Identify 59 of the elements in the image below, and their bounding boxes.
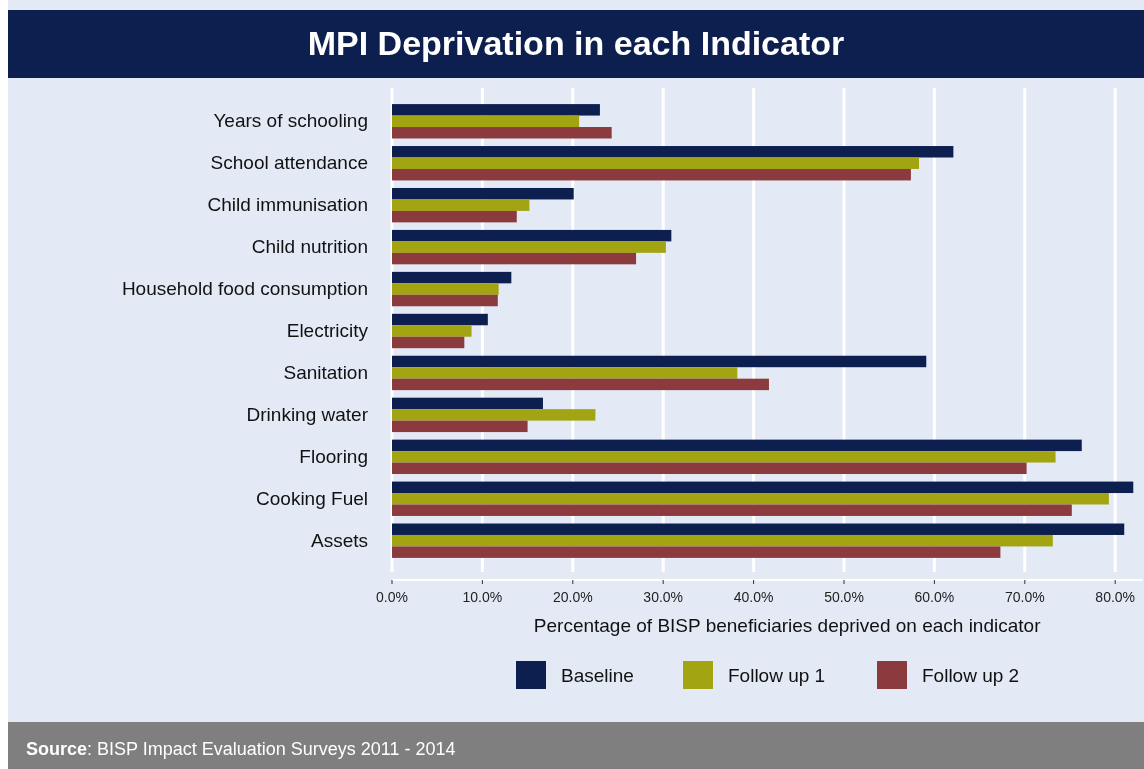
bar	[392, 199, 530, 211]
y-tick-label: Sanitation	[283, 361, 368, 383]
bar	[392, 168, 911, 181]
bar	[392, 104, 600, 116]
bar	[392, 146, 954, 158]
bar	[392, 462, 1027, 475]
legend-label: Follow up 1	[728, 665, 826, 686]
legend-label: Follow up 2	[922, 665, 1020, 686]
bar	[392, 229, 672, 242]
bar	[392, 325, 472, 337]
x-tick-label: 40.0%	[733, 589, 774, 605]
bar	[392, 451, 1056, 463]
bar	[392, 115, 580, 128]
x-tick-label: 70.0%	[1004, 589, 1045, 605]
bar	[392, 504, 1072, 516]
x-tick-label: 30.0%	[643, 589, 684, 605]
bar	[392, 336, 465, 349]
bar	[392, 157, 920, 169]
x-axis-title: Percentage of BISP beneficiaries deprived on each indicator	[533, 615, 1042, 636]
bar	[392, 493, 1109, 505]
source-note: Source: BISP Impact Evaluation Surveys 2011 - 2014	[26, 739, 456, 759]
y-tick-label: Assets	[310, 529, 368, 551]
legend-label: Baseline	[561, 665, 634, 686]
y-tick-label: Drinking water	[246, 403, 369, 425]
y-tick-label: Cooking Fuel	[256, 487, 368, 509]
bar	[392, 313, 488, 326]
bar	[392, 534, 1053, 547]
bar	[392, 367, 738, 379]
bar	[392, 420, 528, 433]
bar	[392, 294, 498, 307]
bar	[392, 378, 769, 391]
y-tick-label: Flooring	[299, 445, 368, 467]
x-tick-label: 50.0%	[824, 589, 864, 605]
bar	[392, 546, 1001, 558]
chart-title: MPI Deprivation in each Indicator	[307, 24, 845, 62]
y-tick-label: Child nutrition	[251, 236, 368, 258]
x-tick-label: 0.0%	[376, 589, 408, 605]
bar	[392, 252, 637, 265]
y-tick-label: Child immunisation	[207, 194, 368, 216]
bar	[392, 271, 512, 284]
y-tick-label: Household food consumption	[121, 278, 368, 300]
y-tick-label: Electricity	[286, 320, 369, 341]
y-tick-label: Years of schooling	[213, 110, 368, 132]
x-tick-label: 80.0%	[1095, 589, 1136, 605]
bar	[392, 127, 612, 139]
bar	[392, 355, 927, 368]
bar	[392, 187, 574, 200]
bar	[392, 481, 1134, 494]
bar	[392, 241, 666, 253]
bar	[392, 283, 499, 295]
x-tick-label: 20.0%	[552, 589, 593, 605]
bar	[392, 397, 543, 410]
x-tick-label: 10.0%	[462, 589, 503, 605]
bar	[392, 439, 1082, 452]
bar	[392, 409, 596, 421]
y-tick-label: School attendance	[210, 152, 368, 174]
bar	[392, 210, 517, 223]
x-tick-label: 60.0%	[914, 589, 955, 605]
bar	[392, 523, 1125, 535]
